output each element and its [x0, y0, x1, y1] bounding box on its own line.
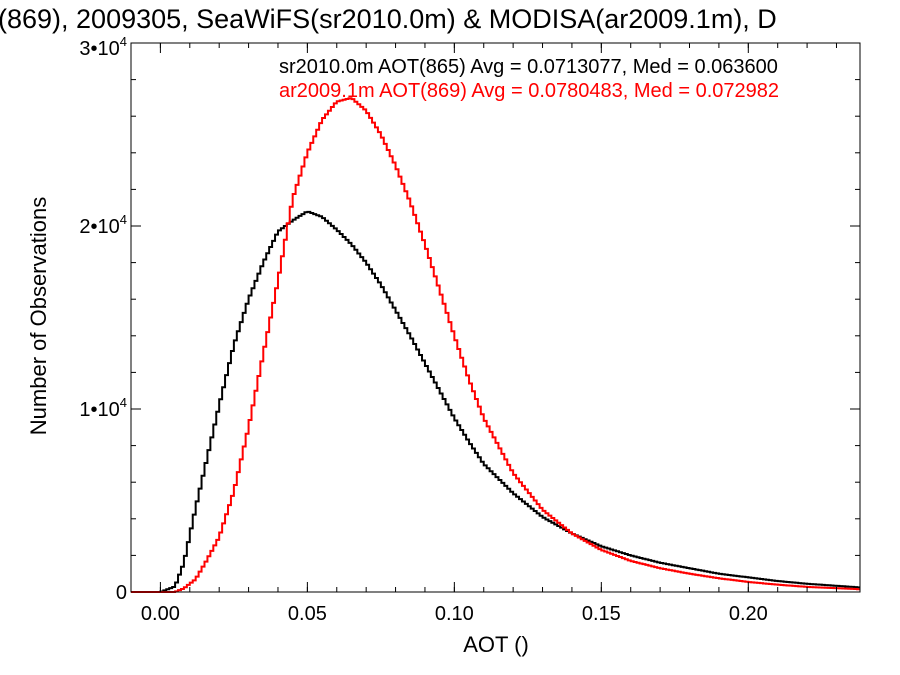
x-tick-label: 0.20 — [729, 603, 768, 625]
axis-ticks: 0.00 0.05 0.10 0.15 0.20 0 1•104 2•104 3•104 — [79, 34, 860, 625]
y-tick-label: 1•104 — [79, 395, 127, 421]
legend-entry-ar2009: ar2009.1m AOT(869) Avg = 0.0780483, Med … — [279, 80, 779, 102]
x-tick-label: 0.05 — [288, 603, 327, 625]
plot-frame — [130, 42, 861, 593]
series-line-0 — [131, 210, 860, 593]
x-tick-label: 0.00 — [141, 603, 180, 625]
y-tick-label: 3•104 — [79, 34, 127, 60]
x-tick-label: 0.10 — [435, 603, 474, 625]
x-tick-label: 0.15 — [582, 603, 621, 625]
plot-series — [131, 97, 860, 593]
y-axis-label: Number of Observations — [26, 197, 51, 435]
y-tick-label: 2•104 — [79, 212, 127, 238]
y-tick-label: 0 — [116, 582, 127, 604]
series-line-1 — [131, 97, 860, 593]
chart-title: (869), 2009305, SeaWiFS(sr2010.0m) & MOD… — [0, 4, 777, 34]
x-axis-label: AOT () — [463, 632, 529, 657]
legend-entry-sr2010: sr2010.0m AOT(865) Avg = 0.0713077, Med … — [279, 56, 778, 78]
legend: sr2010.0m AOT(865) Avg = 0.0713077, Med … — [279, 56, 779, 102]
